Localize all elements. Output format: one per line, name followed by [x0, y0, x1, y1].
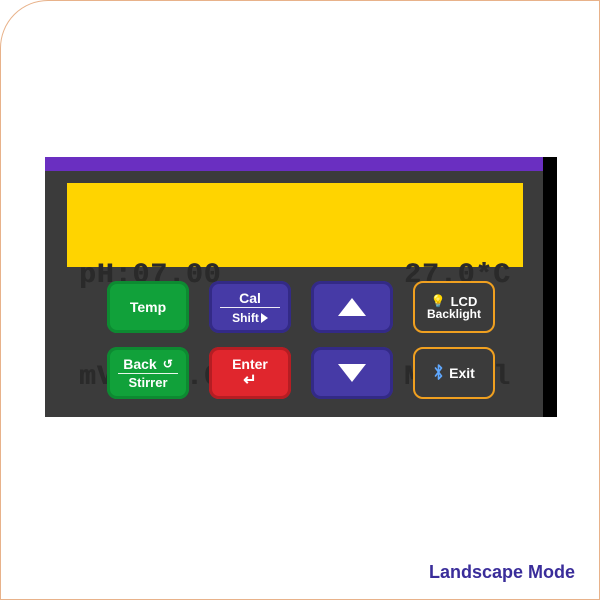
temp-button[interactable]: Temp [107, 281, 189, 333]
caption: Landscape Mode [429, 562, 575, 583]
shift-right-icon [261, 313, 268, 323]
bluetooth-icon [433, 364, 444, 382]
panel-right-bar [543, 157, 557, 417]
outer-frame: pH:07.00 27.0*C mV:000.0 Manual Temp Cal… [0, 0, 600, 600]
shift-label: Shift [232, 312, 268, 324]
divider [118, 373, 177, 374]
enter-label: Enter [232, 357, 268, 371]
temp-label: Temp [130, 300, 166, 314]
enter-button[interactable]: Enter ↵ [209, 347, 291, 399]
panel-top-bar [45, 157, 557, 171]
lcd-display: pH:07.00 27.0*C mV:000.0 Manual [67, 183, 523, 267]
lcd-backlight-button[interactable]: 💡 LCD Backlight [413, 281, 495, 333]
enter-icon: ↵ [243, 373, 256, 389]
down-button[interactable] [311, 347, 393, 399]
cal-label: Cal [239, 291, 261, 305]
back-label: Back [123, 357, 156, 371]
cal-shift-button[interactable]: Cal Shift [209, 281, 291, 333]
back-row: Back ↺ [123, 357, 173, 371]
up-button[interactable] [311, 281, 393, 333]
bulb-icon: 💡 [431, 295, 446, 307]
lcd-label: LCD [451, 295, 478, 308]
arrow-down-icon [338, 364, 366, 382]
undo-icon: ↺ [163, 358, 173, 370]
device-panel: pH:07.00 27.0*C mV:000.0 Manual Temp Cal… [45, 157, 557, 417]
exit-button[interactable]: Exit [413, 347, 495, 399]
divider [220, 307, 279, 308]
keypad: Temp Cal Shift 💡 LCD Backlight [107, 281, 507, 399]
back-stirrer-button[interactable]: Back ↺ Stirrer [107, 347, 189, 399]
exit-label: Exit [449, 366, 475, 380]
backlight-label: Backlight [427, 308, 481, 320]
arrow-up-icon [338, 298, 366, 316]
stirrer-label: Stirrer [128, 376, 167, 389]
